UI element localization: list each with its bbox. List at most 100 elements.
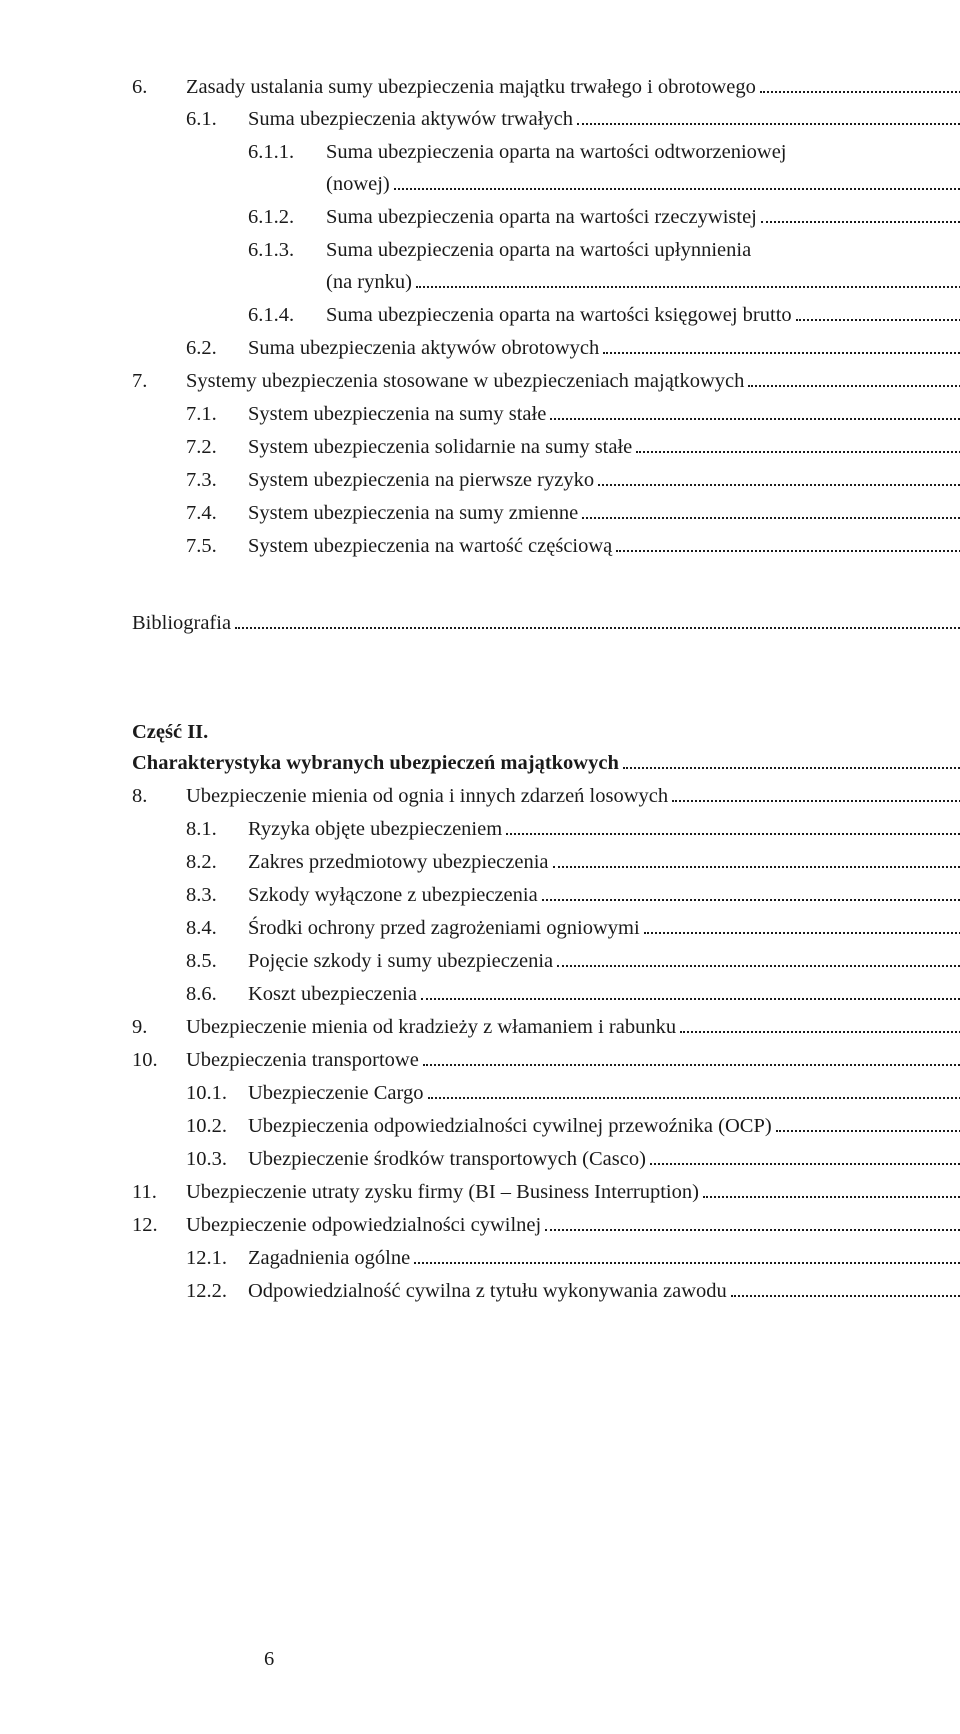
dots — [428, 1082, 960, 1099]
dots — [623, 752, 960, 769]
toc-num: 8.4. — [186, 913, 248, 945]
dots — [776, 1115, 960, 1132]
toc-num: 7.1. — [186, 399, 248, 431]
toc-label: Koszt ubezpieczenia — [248, 979, 417, 1011]
toc-label: System ubezpieczenia na wartość częściow… — [248, 531, 612, 563]
toc-label: Odpowiedzialność cywilna z tytułu wykony… — [248, 1276, 727, 1308]
toc-num: 6.1.1. — [248, 137, 326, 169]
toc-num: 6.1. — [186, 104, 248, 136]
dots — [582, 501, 960, 518]
toc-entry-7: 7. Systemy ubezpieczenia stosowane w ube… — [132, 366, 960, 398]
part-title-line: Charakterystyka wybranych ubezpieczeń ma… — [132, 748, 960, 780]
toc-entry-6-1-1: 6.1.1. Suma ubezpieczenia oparta na wart… — [132, 137, 960, 169]
dots — [644, 917, 960, 934]
page-number: 6 — [264, 1644, 274, 1676]
dots — [550, 402, 960, 419]
toc-label: Ubezpieczenie środków transportowych (Ca… — [248, 1144, 646, 1176]
toc-entry-8-4: 8.4. Środki ochrony przed zagrożeniami o… — [132, 913, 960, 945]
toc-entry-6: 6. Zasady ustalania sumy ubezpieczenia m… — [132, 72, 960, 104]
toc-num: 10.3. — [186, 1144, 248, 1176]
toc-label: Ubezpieczenie odpowiedzialności cywilnej — [186, 1210, 541, 1242]
toc-num: 6.1.3. — [248, 235, 326, 267]
toc-entry-7-4: 7.4. System ubezpieczenia na sumy zmienn… — [132, 498, 960, 530]
toc-num: 8.5. — [186, 946, 248, 978]
toc-label: System ubezpieczenia na sumy stałe — [248, 399, 546, 431]
toc-entry-6-1-3: 6.1.3. Suma ubezpieczenia oparta na wart… — [132, 235, 960, 267]
dots — [414, 1247, 960, 1264]
toc-entry-8-1: 8.1. Ryzyka objęte ubezpieczeniem 71 — [132, 814, 960, 846]
dots — [680, 1016, 960, 1033]
toc-label: Ubezpieczenie utraty zysku firmy (BI – B… — [186, 1177, 699, 1209]
toc-num: 8.3. — [186, 880, 248, 912]
toc-label: Suma ubezpieczenia oparta na wartości od… — [326, 137, 787, 169]
toc-num: 12.2. — [186, 1276, 248, 1308]
toc-entry-6-2: 6.2. Suma ubezpieczenia aktywów obrotowy… — [132, 333, 960, 365]
dots — [506, 818, 960, 835]
toc-entry-6-1-4: 6.1.4. Suma ubezpieczenia oparta na wart… — [132, 300, 960, 332]
toc-entry-6-1: 6.1. Suma ubezpieczenia aktywów trwałych… — [132, 104, 960, 136]
toc-label: Ubezpieczenie Cargo — [248, 1078, 424, 1110]
toc-label: Ubezpieczenia transportowe — [186, 1045, 419, 1077]
toc-label: Ryzyka objęte ubezpieczeniem — [248, 814, 502, 846]
toc-entry-7-5: 7.5. System ubezpieczenia na wartość czę… — [132, 531, 960, 563]
toc-label: Zagadnienia ogólne — [248, 1243, 410, 1275]
toc-num: 7. — [132, 366, 186, 398]
dots — [553, 851, 960, 868]
toc-entry-6-1-3-cont: (na rynku) 54 — [132, 267, 960, 299]
dots — [748, 369, 960, 386]
dots — [545, 1214, 960, 1231]
dots — [542, 884, 960, 901]
toc-label: Zasady ustalania sumy ubezpieczenia mają… — [186, 72, 756, 104]
toc-entry-6-1-1-cont: (nowej) 53 — [132, 169, 960, 201]
toc-entry-11: 11. Ubezpieczenie utraty zysku firmy (BI… — [132, 1177, 960, 1209]
toc-num: 8. — [132, 781, 186, 813]
toc-entry-12-1: 12.1. Zagadnienia ogólne 99 — [132, 1243, 960, 1275]
dots — [235, 611, 960, 628]
toc-label: Suma ubezpieczenia oparta na wartości ks… — [326, 300, 792, 332]
toc-entry-7-2: 7.2. System ubezpieczenia solidarnie na … — [132, 432, 960, 464]
toc-entry-12-2: 12.2. Odpowiedzialność cywilna z tytułu … — [132, 1276, 960, 1308]
dots — [598, 468, 960, 485]
dots — [394, 172, 960, 189]
toc-entry-12: 12. Ubezpieczenie odpowiedzialności cywi… — [132, 1210, 960, 1242]
toc-label: Środki ochrony przed zagrożeniami ogniow… — [248, 913, 640, 945]
dots — [731, 1280, 960, 1297]
toc-label: (na rynku) — [326, 267, 412, 299]
part-label: Część II. — [132, 717, 960, 749]
toc-entry-10-2: 10.2. Ubezpieczenia odpowiedzialności cy… — [132, 1111, 960, 1143]
toc-label: Szkody wyłączone z ubezpieczenia — [248, 880, 538, 912]
toc-num: 10.2. — [186, 1111, 248, 1143]
toc-entry-7-3: 7.3. System ubezpieczenia na pierwsze ry… — [132, 465, 960, 497]
toc-label: Suma ubezpieczenia oparta na wartości up… — [326, 235, 751, 267]
toc-num: 12.1. — [186, 1243, 248, 1275]
toc-label: Zakres przedmiotowy ubezpieczenia — [248, 847, 549, 879]
dots — [423, 1049, 960, 1066]
dots — [577, 108, 960, 125]
toc-label: System ubezpieczenia na pierwsze ryzyko — [248, 465, 594, 497]
dots — [761, 205, 960, 222]
dots — [557, 950, 960, 967]
dots — [603, 336, 960, 353]
dots — [616, 534, 960, 551]
toc-num: 8.2. — [186, 847, 248, 879]
dots — [636, 435, 960, 452]
toc-label: Ubezpieczenie mienia od kradzieży z włam… — [186, 1012, 676, 1044]
toc-num: 7.5. — [186, 531, 248, 563]
toc-label: Suma ubezpieczenia aktywów obrotowych — [248, 333, 599, 365]
toc-label: (nowej) — [326, 169, 390, 201]
toc-label: Pojęcie szkody i sumy ubezpieczenia — [248, 946, 553, 978]
toc-num: 6.1.2. — [248, 202, 326, 234]
toc-label: Bibliografia — [132, 608, 231, 640]
toc-num: 8.6. — [186, 979, 248, 1011]
toc-entry-8-3: 8.3. Szkody wyłączone z ubezpieczenia 74 — [132, 880, 960, 912]
dots — [650, 1148, 960, 1165]
toc-label: Suma ubezpieczenia oparta na wartości rz… — [326, 202, 757, 234]
toc-num: 7.3. — [186, 465, 248, 497]
toc-num: 7.2. — [186, 432, 248, 464]
dots — [416, 270, 960, 287]
toc-entry-8-5: 8.5. Pojęcie szkody i sumy ubezpieczenia… — [132, 946, 960, 978]
toc-num: 6. — [132, 72, 186, 104]
toc-label: Suma ubezpieczenia aktywów trwałych — [248, 104, 573, 136]
toc-label: System ubezpieczenia solidarnie na sumy … — [248, 432, 632, 464]
toc-entry-8-2: 8.2. Zakres przedmiotowy ubezpieczenia 7… — [132, 847, 960, 879]
